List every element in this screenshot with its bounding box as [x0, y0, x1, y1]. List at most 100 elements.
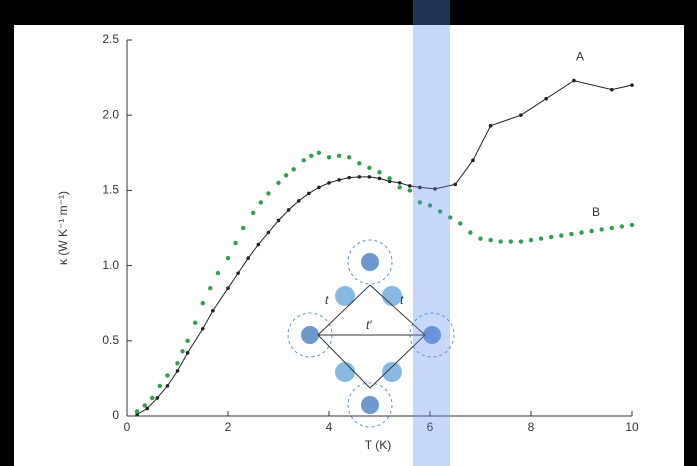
y-tick-label: 1.5 [102, 183, 119, 197]
data-point [387, 179, 392, 184]
inset-ring [347, 239, 393, 285]
data-point [276, 180, 281, 186]
inset-diamond [317, 284, 426, 389]
data-point [327, 181, 331, 185]
data-point [276, 218, 281, 223]
data-point [519, 113, 523, 117]
data-point [357, 175, 362, 179]
data-point [291, 167, 296, 172]
data-point [347, 175, 352, 180]
inset-molecule [301, 326, 319, 344]
y-axis-label: κ (W K⁻¹ m⁻¹) [56, 191, 70, 265]
data-point [357, 161, 362, 166]
data-point [397, 185, 402, 190]
data-point [544, 96, 548, 101]
data-point [610, 87, 614, 92]
y-tick-label: 0 [112, 408, 119, 422]
data-point [599, 227, 604, 232]
inset-molecule [423, 326, 441, 344]
data-point [155, 396, 160, 400]
x-tick-label: 0 [124, 420, 131, 434]
data-point [266, 191, 271, 196]
data-point [478, 236, 483, 241]
data-point [336, 153, 342, 159]
series-label: B [592, 205, 600, 219]
data-point [200, 326, 205, 331]
data-point [498, 239, 503, 244]
inset-molecule [382, 286, 402, 306]
data-point [569, 231, 574, 237]
data-point [316, 150, 322, 155]
x-tick-label: 10 [625, 420, 639, 434]
data-point [240, 225, 246, 231]
data-point [572, 78, 576, 83]
x-tick-label: 6 [427, 420, 434, 434]
inset: t t t′ [287, 239, 455, 428]
data-point [307, 191, 311, 196]
series-label: A [576, 49, 584, 63]
highlight-band [413, 0, 450, 466]
data-point [528, 237, 534, 243]
data-point [185, 338, 190, 343]
data-point [559, 233, 564, 238]
y-tick-label: 0.5 [102, 333, 119, 347]
data-point [619, 224, 625, 229]
data-point [165, 373, 170, 378]
data-point [258, 200, 264, 205]
data-point [589, 228, 594, 234]
data-point [468, 230, 473, 235]
plot-background [14, 25, 684, 466]
x-tick-label: 8 [528, 420, 535, 434]
data-point [226, 286, 230, 290]
data-point [538, 236, 544, 241]
data-point [387, 176, 392, 181]
data-point [175, 369, 180, 373]
data-point [134, 409, 140, 414]
data-point [433, 187, 437, 191]
data-point [377, 170, 382, 175]
data-point [317, 185, 321, 190]
data-point [211, 308, 215, 313]
data-point [408, 184, 412, 188]
data-point [309, 153, 314, 159]
data-point [266, 230, 271, 235]
data-point [180, 349, 185, 354]
y-tick-label: 1.0 [102, 258, 119, 272]
data-point [225, 255, 231, 261]
data-point [145, 406, 149, 411]
inset-label: t [400, 293, 404, 307]
data-point [508, 239, 513, 244]
data-point [175, 361, 180, 366]
data-point [549, 234, 554, 240]
data-point [437, 209, 443, 214]
inset-molecule [335, 286, 355, 306]
data-point [518, 239, 524, 244]
data-point [367, 165, 372, 171]
data-point [377, 176, 382, 181]
inset-molecule [335, 362, 355, 382]
inset-molecule [361, 396, 379, 414]
data-point [135, 412, 139, 417]
data-point [347, 155, 352, 160]
data-point [185, 351, 190, 355]
data-point [200, 301, 205, 306]
data-point [417, 200, 423, 205]
inset-ring [347, 382, 393, 428]
data-point [367, 175, 372, 179]
y-tick-label: 2.5 [102, 32, 119, 46]
data-point [397, 181, 402, 185]
data-point [246, 256, 250, 260]
data-point [157, 383, 163, 389]
data-point [488, 237, 493, 243]
data-point [488, 123, 493, 128]
data-point [283, 173, 289, 178]
data-point [165, 384, 170, 388]
data-point [286, 208, 291, 212]
data-point [301, 158, 306, 163]
data-point [236, 271, 240, 275]
data-point [629, 222, 635, 228]
data-point [192, 320, 198, 325]
data-point [337, 178, 341, 182]
